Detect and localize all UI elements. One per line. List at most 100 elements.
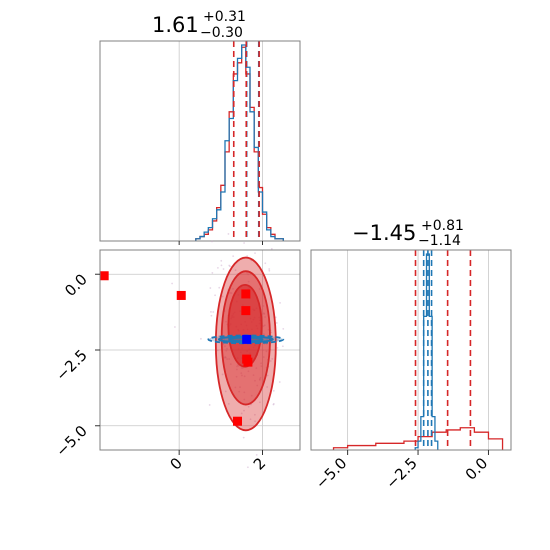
scatter-sample-dot — [234, 269, 237, 272]
scatter-sample-dot — [266, 374, 269, 377]
hist2-series-blue — [414, 253, 439, 450]
panel-2d-scatter: 0 2 0.0 −2.5 −5.0 — [52, 219, 301, 474]
scatter-red-point-3 — [241, 306, 251, 316]
scatter-sample-dot — [223, 338, 226, 341]
scatter-sample-dot — [255, 454, 258, 456]
scatter-sample-dot — [261, 349, 264, 352]
scatter-sample-dot — [226, 358, 229, 361]
scatter-sample-dot — [258, 379, 261, 381]
hist1-series-blue — [195, 44, 284, 241]
scatter-sample-dot — [250, 394, 253, 397]
scatter-sample-dot — [243, 375, 246, 378]
hist2-x-tick-label-1: −2.5 — [382, 454, 420, 492]
scatter-sample-dot — [224, 390, 227, 393]
scatter-sample-dot — [240, 372, 243, 375]
scatter-red-contour-2 — [227, 283, 263, 368]
title-2-value: −1.45 — [352, 221, 416, 245]
scatter-sample-dot — [281, 345, 284, 348]
title-param-2: −1.45 +0.81 −1.14 — [352, 218, 464, 249]
scatter-red-point-0 — [99, 271, 109, 281]
scatter-sample-dot — [214, 294, 216, 297]
scatter-sample-dot — [262, 312, 265, 315]
scatter-sample-dot — [224, 345, 226, 348]
scatter-sample-dot — [258, 288, 261, 290]
scatter-sample-dot — [252, 374, 255, 377]
scatter-sample-dot — [264, 316, 266, 318]
scatter-sample-dot — [243, 398, 246, 401]
hist2-series-red — [332, 427, 504, 450]
scatter-sample-dot — [262, 325, 265, 328]
panel-histogram-param-2: −5.0 −2.5 0.0 — [310, 249, 512, 493]
scatter-sample-dot — [239, 386, 241, 389]
scatter-sample-dot — [262, 305, 265, 307]
scatter-sample-dot — [230, 292, 233, 294]
scatter-sample-dot — [240, 367, 243, 369]
scatter-sample-dot — [243, 409, 245, 412]
scatter-sample-dot — [228, 358, 231, 360]
scatter-sample-dot — [229, 292, 231, 294]
scatter-sample-dot — [272, 403, 275, 406]
scatter-sample-dot — [276, 339, 279, 342]
scatter-red-point-1 — [176, 290, 186, 300]
title-1-minus: −0.30 — [200, 25, 243, 41]
scatter-sample-dot — [272, 389, 275, 392]
scatter-sample-dot — [171, 282, 174, 285]
scatter-sample-dot — [253, 413, 256, 416]
scatter-sample-dot — [237, 364, 240, 367]
scatter-sample-dot — [236, 368, 238, 371]
scatter-y-tick-label-0: 0.0 — [61, 270, 91, 300]
scatter-sample-dot — [249, 418, 252, 421]
scatter-sample-dot — [211, 272, 214, 274]
scatter-sample-dot — [266, 386, 269, 388]
scatter-sample-dot — [216, 349, 219, 352]
scatter-sample-dot — [247, 405, 250, 408]
scatter-sample-dot — [243, 242, 246, 244]
scatter-sample-dot — [227, 402, 230, 405]
scatter-sample-dot — [225, 320, 227, 323]
scatter-sample-dot — [279, 301, 281, 304]
scatter-sample-dot — [247, 273, 250, 276]
scatter-sample-dot — [221, 295, 224, 298]
title-2-plus: +0.81 — [421, 218, 464, 234]
scatter-sample-dot — [255, 367, 258, 370]
scatter-sample-dot — [242, 436, 245, 439]
scatter-sample-dot — [246, 466, 249, 469]
scatter-sample-dot — [228, 264, 231, 267]
hist1-frame — [99, 40, 301, 242]
scatter-sample-dot — [261, 313, 264, 315]
scatter-sample-dot — [263, 313, 266, 315]
title-2-minus: −1.14 — [418, 233, 461, 249]
scatter-sample-dot — [259, 376, 262, 379]
scatter-sample-dot — [218, 335, 220, 338]
scatter-sample-dot — [256, 384, 259, 387]
scatter-sample-dot — [254, 252, 256, 254]
scatter-sample-dot — [270, 248, 273, 250]
scatter-sample-dot — [258, 401, 261, 404]
title-1-plus: +0.31 — [203, 9, 246, 25]
scatter-y-tick-label-2: −5.0 — [52, 422, 90, 460]
scatter-sample-dot — [234, 386, 237, 389]
scatter-sample-dot — [254, 379, 256, 382]
scatter-sample-dot — [211, 240, 213, 243]
panel-histogram-param-1 — [99, 40, 301, 245]
scatter-red-point-6 — [233, 416, 242, 426]
hist2-x-tick-label-2: 0.0 — [462, 454, 492, 484]
scatter-sample-dot — [272, 402, 275, 405]
scatter-sample-dot — [258, 378, 261, 380]
scatter-sample-dot — [223, 356, 226, 359]
scatter-sample-dot — [254, 420, 256, 423]
scatter-sample-dot — [227, 233, 230, 235]
scatter-sample-dot — [241, 367, 244, 369]
scatter-sample-dot — [246, 255, 249, 257]
scatter-sample-dot — [268, 269, 271, 272]
scatter-sample-dot — [236, 364, 239, 366]
scatter-sample-dot — [278, 381, 281, 383]
scatter-sample-dot — [209, 338, 212, 340]
scatter-y-tick-label-1: −2.5 — [52, 346, 90, 384]
scatter-sample-dot — [208, 404, 211, 406]
scatter-sample-dot — [221, 373, 224, 376]
scatter-sample-dot — [220, 259, 223, 262]
scatter-sample-dot — [282, 327, 285, 330]
scatter-sample-dot — [276, 346, 279, 349]
